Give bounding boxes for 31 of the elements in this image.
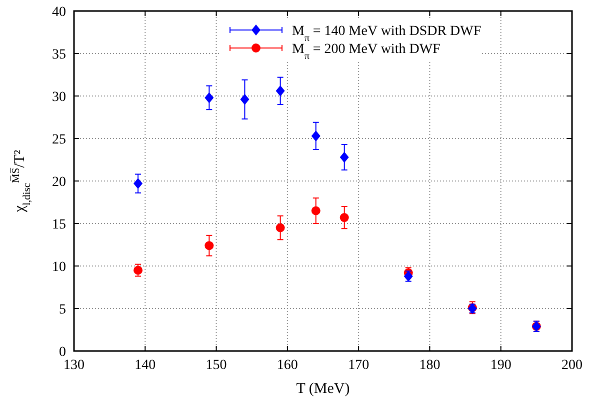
y-tick-label: 15 [52, 218, 66, 232]
x-tick-label: 170 [348, 358, 370, 373]
x-tick-label: 160 [276, 358, 298, 373]
y-tick-label: 25 [52, 132, 66, 148]
x-axis-title: T (MeV) [296, 381, 350, 397]
point [204, 92, 214, 104]
point [340, 152, 349, 163]
y-tick-label: 0 [59, 345, 66, 360]
y-tick-label: 35 [52, 48, 66, 62]
y-tick-label: 20 [52, 175, 66, 190]
x-tick-label: 130 [64, 358, 84, 373]
point [340, 213, 349, 222]
point [276, 223, 285, 232]
x-tick-label: 150 [206, 358, 227, 373]
x-tick-label: 200 [562, 358, 582, 373]
point [134, 178, 143, 190]
point [311, 130, 320, 142]
point [240, 94, 250, 105]
x-tick-label: 180 [419, 358, 440, 373]
point [311, 206, 320, 216]
legend-label: M$_{π}$ = 200 MeV with DWF [292, 42, 441, 62]
x-tick-label: 190 [490, 358, 512, 373]
y-tick-label: 40 [52, 5, 66, 20]
point [134, 266, 143, 275]
y-tick-label: 30 [52, 90, 66, 105]
y-tick-label: 5 [59, 302, 66, 318]
y-tick-label: 10 [52, 260, 66, 275]
x-tick-label: 140 [134, 358, 156, 373]
point [204, 241, 214, 250]
legend-label: M$_{π}$ = 140 MeV with DSDR DWF [292, 24, 482, 44]
point [276, 85, 285, 96]
